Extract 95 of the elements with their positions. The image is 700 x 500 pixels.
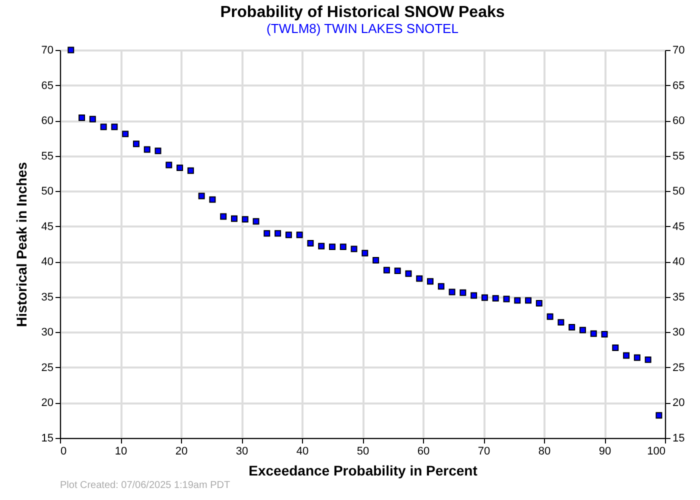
point	[656, 412, 662, 419]
x-tick-label: 50	[356, 446, 370, 458]
y-tick-label: 20	[41, 397, 54, 410]
point	[296, 232, 303, 238]
point	[154, 148, 162, 154]
y-tick-label: 25	[41, 362, 54, 374]
point	[89, 116, 96, 122]
y-tick-label: 45	[41, 220, 54, 233]
x-tick-label: 90	[598, 446, 612, 458]
y-tick-label: 60	[41, 115, 54, 128]
point	[579, 326, 586, 334]
point	[568, 324, 576, 330]
y-tick-label: 15	[41, 432, 54, 444]
point	[144, 146, 150, 153]
point	[285, 232, 292, 238]
y2-tick-label: 55	[672, 150, 685, 162]
chart-title: Probability of Historical SNOW Peaks	[220, 4, 505, 21]
point	[264, 230, 270, 237]
point	[558, 319, 564, 326]
y2-tick-label: 40	[672, 256, 685, 268]
y-tick-label: 70	[41, 44, 54, 56]
y2-tick-label: 15	[672, 432, 685, 444]
x-tick-label: 40	[296, 446, 309, 458]
point	[514, 297, 521, 304]
point	[481, 294, 488, 301]
point	[340, 244, 346, 250]
point	[460, 289, 466, 296]
y2-tick-label: 35	[672, 291, 685, 304]
point	[252, 218, 260, 225]
y-tick-label: 50	[41, 186, 54, 198]
point	[274, 230, 282, 237]
x-tick-label: 20	[175, 446, 188, 458]
point	[644, 356, 652, 363]
x-tick-label: 30	[236, 446, 248, 458]
x-tick-label: 70	[478, 446, 490, 458]
point	[405, 270, 412, 277]
point	[448, 288, 456, 296]
y2-tick-label: 45	[672, 220, 685, 233]
point	[100, 124, 107, 130]
x-tick-label: 60	[417, 446, 430, 458]
point	[242, 216, 248, 223]
point	[209, 196, 216, 203]
y-tick-label: 55	[41, 150, 54, 162]
y2-tick-label: 50	[672, 186, 685, 198]
point	[187, 167, 194, 174]
y2-tick-label: 60	[672, 115, 685, 128]
y2-tick-label: 20	[672, 397, 685, 410]
text: Plot Created: 07/06/2025 1:19am PDT	[60, 480, 230, 491]
y-tick-label: 35	[41, 291, 54, 304]
point	[634, 354, 640, 361]
point	[416, 275, 423, 282]
y2-tick-label: 65	[672, 80, 685, 92]
point	[176, 164, 184, 172]
y-axis-title: Historical Peak in Inches	[13, 162, 30, 327]
point	[503, 296, 510, 302]
point	[623, 352, 630, 359]
point	[601, 331, 608, 338]
point	[590, 330, 597, 337]
point	[111, 124, 118, 130]
x-tick-label: 100	[647, 446, 666, 458]
y-tick-label: 40	[41, 256, 54, 268]
point	[122, 130, 129, 138]
point	[394, 268, 401, 274]
y-tick-label: 30	[41, 326, 54, 339]
chart-subtitle: (TWLM8) TWIN LAKES SNOTEL	[266, 21, 458, 36]
x-tick-label: 10	[114, 446, 128, 458]
x-tick-label: 80	[538, 446, 551, 458]
point	[78, 114, 86, 121]
point	[329, 244, 336, 250]
point	[372, 256, 380, 264]
point	[525, 297, 532, 304]
point	[438, 283, 444, 290]
point	[383, 266, 390, 274]
point	[198, 192, 205, 200]
point	[231, 215, 238, 222]
point	[132, 140, 140, 148]
point	[68, 46, 74, 54]
point	[470, 292, 478, 299]
y2-tick-label: 70	[672, 44, 685, 56]
x-axis-title: Exceedance Probability in Percent	[248, 462, 478, 478]
y-tick-label: 65	[41, 80, 54, 92]
point	[318, 242, 325, 250]
point	[362, 250, 368, 256]
x-tick-label: 0	[60, 446, 67, 458]
point	[612, 344, 619, 351]
point	[427, 278, 434, 285]
point	[492, 295, 499, 302]
point	[536, 300, 542, 306]
point	[166, 162, 172, 168]
y2-tick-label: 30	[672, 326, 685, 339]
point	[350, 246, 358, 252]
y2-tick-label: 25	[672, 362, 685, 374]
point	[546, 313, 554, 320]
point	[220, 213, 227, 220]
point	[307, 240, 314, 247]
